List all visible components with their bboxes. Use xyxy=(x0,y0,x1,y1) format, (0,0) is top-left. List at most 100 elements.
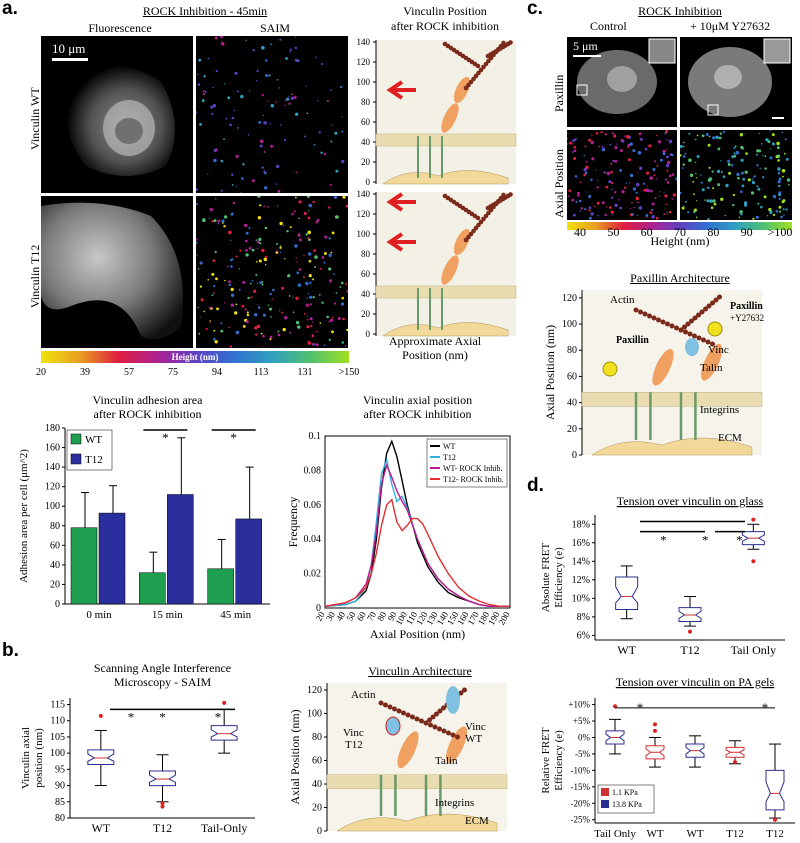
adhesion-dot xyxy=(786,178,791,182)
adhesion-dot xyxy=(643,189,646,192)
adhesion-dot xyxy=(598,145,601,148)
adhesion-dot xyxy=(708,135,711,138)
adhesion-dot xyxy=(275,101,277,103)
talin xyxy=(441,103,459,133)
colorbar-title: Height (nm) xyxy=(171,352,219,362)
actin-bead xyxy=(442,41,448,47)
adhesion-dot xyxy=(279,246,282,249)
adhesion-dot xyxy=(306,325,310,329)
adhesion-dot xyxy=(614,203,618,208)
adhesion-dot xyxy=(346,328,348,332)
adhesion-dot xyxy=(230,239,232,242)
adhesion-dot xyxy=(261,94,264,97)
adhesion-dot xyxy=(665,130,669,133)
colorbar-c-tick: 50 xyxy=(607,225,620,239)
adhesion-dot xyxy=(645,214,649,217)
adhesion-dot xyxy=(682,163,685,166)
adhesion-dot xyxy=(330,89,332,91)
adhesion-dot xyxy=(684,200,687,203)
schematic-tick-label: 80 xyxy=(361,97,371,107)
adhesion-dot xyxy=(645,188,649,192)
adhesion-dot xyxy=(228,326,231,329)
adhesion-dot xyxy=(265,59,268,62)
box-y-label: Efficiency (e) xyxy=(553,730,565,791)
outlier xyxy=(98,713,103,718)
adhesion-dot xyxy=(223,215,228,219)
arch-tick-label: 80 xyxy=(312,732,322,743)
adhesion-dot xyxy=(334,196,337,199)
adhesion-dot xyxy=(626,135,630,139)
adhesion-dot xyxy=(265,74,269,77)
adhesion-dot xyxy=(259,242,262,245)
actin-bead xyxy=(696,312,701,318)
adhesion-dot xyxy=(659,158,663,162)
axial-image-treated xyxy=(680,130,792,220)
significance-star: * xyxy=(162,430,169,445)
adhesion-dot xyxy=(706,186,709,189)
box-y-tick-label: 105 xyxy=(50,732,65,743)
adhesion-dot xyxy=(258,259,262,263)
adhesion-dot xyxy=(635,191,638,194)
adhesion-dot xyxy=(345,204,348,208)
adhesion-dot xyxy=(668,174,672,178)
adhesion-dot xyxy=(775,210,779,213)
outlier xyxy=(773,817,777,822)
schematic-background xyxy=(376,40,516,184)
adhesion-dot xyxy=(208,306,212,310)
adhesion-dot xyxy=(246,311,249,314)
adhesion-dot xyxy=(771,142,775,146)
significance-star: * xyxy=(660,533,667,548)
adhesion-dot xyxy=(264,226,268,230)
adhesion-dot xyxy=(681,167,684,169)
adhesion-dot xyxy=(604,133,607,136)
talin xyxy=(441,255,459,285)
adhesion-dot xyxy=(637,201,639,204)
arch-background xyxy=(327,683,507,831)
adhesion-dot xyxy=(196,238,198,241)
adhesion-dot xyxy=(256,248,259,250)
box-y-label: position (nm) xyxy=(33,728,45,788)
adhesion-dot xyxy=(655,134,658,137)
adhesion-dot xyxy=(777,159,780,162)
adhesion-dot xyxy=(262,313,266,317)
adhesion-dot xyxy=(196,254,198,256)
schematic-tick-label: 140 xyxy=(357,190,371,199)
legend-label: 1.1 KPa xyxy=(612,788,638,797)
adhesion-dot xyxy=(692,180,695,183)
adhesion-dot xyxy=(290,96,294,100)
colorbar-c-tick: 90 xyxy=(740,225,753,239)
adhesion-dot xyxy=(656,164,659,167)
row-paxillin-label: Paxillin xyxy=(552,74,566,112)
adhesion-dot xyxy=(214,198,217,200)
adhesion-dot xyxy=(207,173,209,175)
adhesion-dot xyxy=(753,176,756,178)
legend-label: WT xyxy=(443,442,456,451)
adhesion-dot xyxy=(332,316,334,319)
paxillin-marker xyxy=(707,321,723,337)
adhesion-dot xyxy=(305,233,308,236)
adhesion-dot xyxy=(196,188,198,191)
box-y-tick-label: 14% xyxy=(572,556,590,567)
adhesion-dot xyxy=(202,92,206,96)
adhesion-dot xyxy=(276,243,278,245)
adhesion-dot xyxy=(785,208,788,211)
adhesion-dot xyxy=(254,326,258,330)
adhesion-dot xyxy=(287,275,289,278)
adhesion-dot xyxy=(328,206,331,209)
significance-star: * xyxy=(736,533,743,548)
adhesion-dot xyxy=(611,181,614,185)
adhesion-dot xyxy=(214,340,218,344)
adhesion-dot xyxy=(263,170,266,173)
adhesion-dot xyxy=(614,159,618,163)
adhesion-dot xyxy=(591,157,595,161)
adhesion-dot xyxy=(575,200,578,203)
adhesion-dot xyxy=(248,90,251,92)
box-y-label: Vinculin axial xyxy=(20,727,32,789)
adhesion-dot xyxy=(610,210,614,214)
bar-y-tick-label: 80 xyxy=(50,521,60,532)
adhesion-dot xyxy=(616,143,618,145)
adhesion-dot xyxy=(763,195,767,199)
adhesion-dot xyxy=(740,145,744,150)
adhesion-dot xyxy=(724,214,726,217)
arch-label: WT xyxy=(465,733,482,745)
